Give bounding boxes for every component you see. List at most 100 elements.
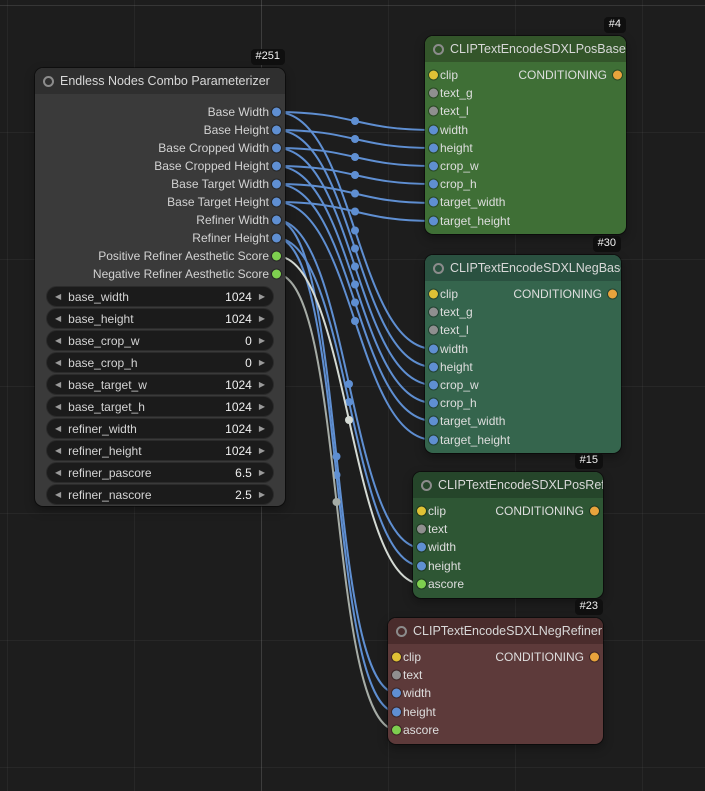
- Base Cropped Width-output-slot[interactable]: [272, 143, 281, 153]
- collapse-icon[interactable]: [43, 75, 54, 87]
- collapse-icon[interactable]: [433, 262, 444, 274]
- link-midpoint-dot[interactable]: [351, 117, 359, 125]
- node-titlebar[interactable]: CLIPTextEncodeSDXLNegBase: [425, 255, 621, 281]
- node-cliptextencode-sdxl-pos-refiner[interactable]: #15 CLIPTextEncodeSDXLPosRefiner clip CON…: [413, 452, 603, 598]
- link-midpoint-dot[interactable]: [351, 135, 359, 143]
- link-midpoint-dot[interactable]: [351, 171, 359, 179]
- node-titlebar[interactable]: CLIPTextEncodeSDXLNegRefiner: [388, 618, 603, 644]
- node-titlebar[interactable]: Endless Nodes Combo Parameterizer: [35, 68, 285, 94]
- Base Target Width-output-slot[interactable]: [272, 179, 281, 189]
- ascore-input-slot[interactable]: [392, 725, 401, 735]
- crop_h-input-slot[interactable]: [429, 398, 438, 408]
- link-midpoint-dot[interactable]: [351, 207, 359, 216]
- target_width-input-slot[interactable]: [429, 416, 438, 426]
- decrement-arrow-icon[interactable]: ◀: [55, 401, 62, 411]
- clip-input-slot[interactable]: [429, 70, 438, 80]
- target_width-input-slot[interactable]: [429, 197, 438, 207]
- decrement-arrow-icon[interactable]: ◀: [55, 379, 62, 389]
- Positive Refiner Aesthetic Score-output-slot[interactable]: [272, 251, 281, 261]
- conditioning-output-slot[interactable]: [590, 652, 599, 662]
- node-cliptextencode-sdxl-pos-base[interactable]: #4 CLIPTextEncodeSDXLPosBase clip CONDITI…: [425, 16, 626, 234]
- widget-base_target_h[interactable]: ◀ base_target_h 1024 ▶: [47, 397, 273, 416]
- height-input-slot[interactable]: [392, 707, 401, 717]
- node-cliptextencode-sdxl-neg-base[interactable]: #30 CLIPTextEncodeSDXLNegBase clip CONDIT…: [425, 235, 621, 453]
- collapse-icon[interactable]: [396, 625, 407, 637]
- widget-base_crop_h[interactable]: ◀ base_crop_h 0 ▶: [47, 353, 273, 372]
- widget-refiner_width[interactable]: ◀ refiner_width 1024 ▶: [47, 419, 273, 438]
- increment-arrow-icon[interactable]: ▶: [258, 291, 265, 301]
- collapse-icon[interactable]: [433, 43, 444, 55]
- height-input-slot[interactable]: [429, 362, 438, 372]
- link-midpoint-dot[interactable]: [351, 244, 359, 253]
- crop_w-input-slot[interactable]: [429, 161, 438, 171]
- decrement-arrow-icon[interactable]: ◀: [55, 467, 62, 477]
- text_l-input-slot[interactable]: [429, 106, 438, 116]
- crop_h-input-slot[interactable]: [429, 179, 438, 189]
- Base Height-output-slot[interactable]: [272, 125, 281, 135]
- target_height-input-slot[interactable]: [429, 216, 438, 226]
- Base Target Height-output-slot[interactable]: [272, 197, 281, 207]
- link-midpoint-dot[interactable]: [351, 317, 359, 325]
- text_g-input-slot[interactable]: [429, 307, 438, 317]
- link-midpoint-dot[interactable]: [345, 398, 353, 406]
- link-midpoint-dot[interactable]: [351, 189, 359, 198]
- link-midpoint-dot[interactable]: [345, 380, 353, 388]
- text-input-slot[interactable]: [417, 524, 426, 534]
- decrement-arrow-icon[interactable]: ◀: [55, 423, 62, 433]
- link-midpoint-dot[interactable]: [332, 498, 341, 506]
- width-input-slot[interactable]: [417, 542, 426, 552]
- Negative Refiner Aesthetic Score-output-slot[interactable]: [272, 269, 281, 279]
- increment-arrow-icon[interactable]: ▶: [258, 379, 265, 389]
- clip-input-slot[interactable]: [392, 652, 401, 662]
- height-input-slot[interactable]: [417, 561, 426, 571]
- Base Width-output-slot[interactable]: [272, 107, 281, 117]
- widget-base_crop_w[interactable]: ◀ base_crop_w 0 ▶: [47, 331, 273, 350]
- link-midpoint-dot[interactable]: [351, 262, 359, 271]
- increment-arrow-icon[interactable]: ▶: [258, 335, 265, 345]
- width-input-slot[interactable]: [392, 688, 401, 698]
- increment-arrow-icon[interactable]: ▶: [258, 401, 265, 411]
- decrement-arrow-icon[interactable]: ◀: [55, 335, 62, 345]
- text_g-input-slot[interactable]: [429, 88, 438, 98]
- decrement-arrow-icon[interactable]: ◀: [55, 445, 62, 455]
- decrement-arrow-icon[interactable]: ◀: [55, 313, 62, 323]
- link-midpoint-dot[interactable]: [345, 416, 353, 424]
- widget-base_width[interactable]: ◀ base_width 1024 ▶: [47, 287, 273, 306]
- widget-base_height[interactable]: ◀ base_height 1024 ▶: [47, 309, 273, 328]
- widget-base_target_w[interactable]: ◀ base_target_w 1024 ▶: [47, 375, 273, 394]
- link-midpoint-dot[interactable]: [351, 226, 359, 235]
- clip-input-slot[interactable]: [417, 506, 426, 516]
- widget-refiner_height[interactable]: ◀ refiner_height 1024 ▶: [47, 441, 273, 460]
- text_l-input-slot[interactable]: [429, 325, 438, 335]
- node-parameterizer[interactable]: #251 Endless Nodes Combo Parameterizer B…: [35, 48, 285, 506]
- increment-arrow-icon[interactable]: ▶: [258, 357, 265, 367]
- conditioning-output-slot[interactable]: [613, 70, 622, 80]
- conditioning-output-slot[interactable]: [590, 506, 599, 516]
- text-input-slot[interactable]: [392, 670, 401, 680]
- conditioning-output-slot[interactable]: [608, 289, 617, 299]
- height-input-slot[interactable]: [429, 143, 438, 153]
- decrement-arrow-icon[interactable]: ◀: [55, 489, 62, 499]
- width-input-slot[interactable]: [429, 125, 438, 135]
- link-midpoint-dot[interactable]: [351, 280, 359, 289]
- Refiner Width-output-slot[interactable]: [272, 215, 281, 225]
- link-midpoint-dot[interactable]: [351, 298, 359, 307]
- increment-arrow-icon[interactable]: ▶: [258, 445, 265, 455]
- widget-refiner_pascore[interactable]: ◀ refiner_pascore 6.5 ▶: [47, 463, 273, 482]
- clip-input-slot[interactable]: [429, 289, 438, 299]
- increment-arrow-icon[interactable]: ▶: [258, 467, 265, 477]
- Refiner Height-output-slot[interactable]: [272, 233, 281, 243]
- decrement-arrow-icon[interactable]: ◀: [55, 357, 62, 367]
- node-cliptextencode-sdxl-neg-refiner[interactable]: #23 CLIPTextEncodeSDXLNegRefiner clip CON…: [388, 598, 603, 744]
- target_height-input-slot[interactable]: [429, 435, 438, 445]
- width-input-slot[interactable]: [429, 344, 438, 354]
- decrement-arrow-icon[interactable]: ◀: [55, 291, 62, 301]
- link-midpoint-dot[interactable]: [351, 153, 359, 161]
- Base Cropped Height-output-slot[interactable]: [272, 161, 281, 171]
- collapse-icon[interactable]: [421, 479, 432, 491]
- node-titlebar[interactable]: CLIPTextEncodeSDXLPosBase: [425, 36, 626, 62]
- ascore-input-slot[interactable]: [417, 579, 426, 589]
- increment-arrow-icon[interactable]: ▶: [258, 489, 265, 499]
- widget-refiner_nascore[interactable]: ◀ refiner_nascore 2.5 ▶: [47, 485, 273, 504]
